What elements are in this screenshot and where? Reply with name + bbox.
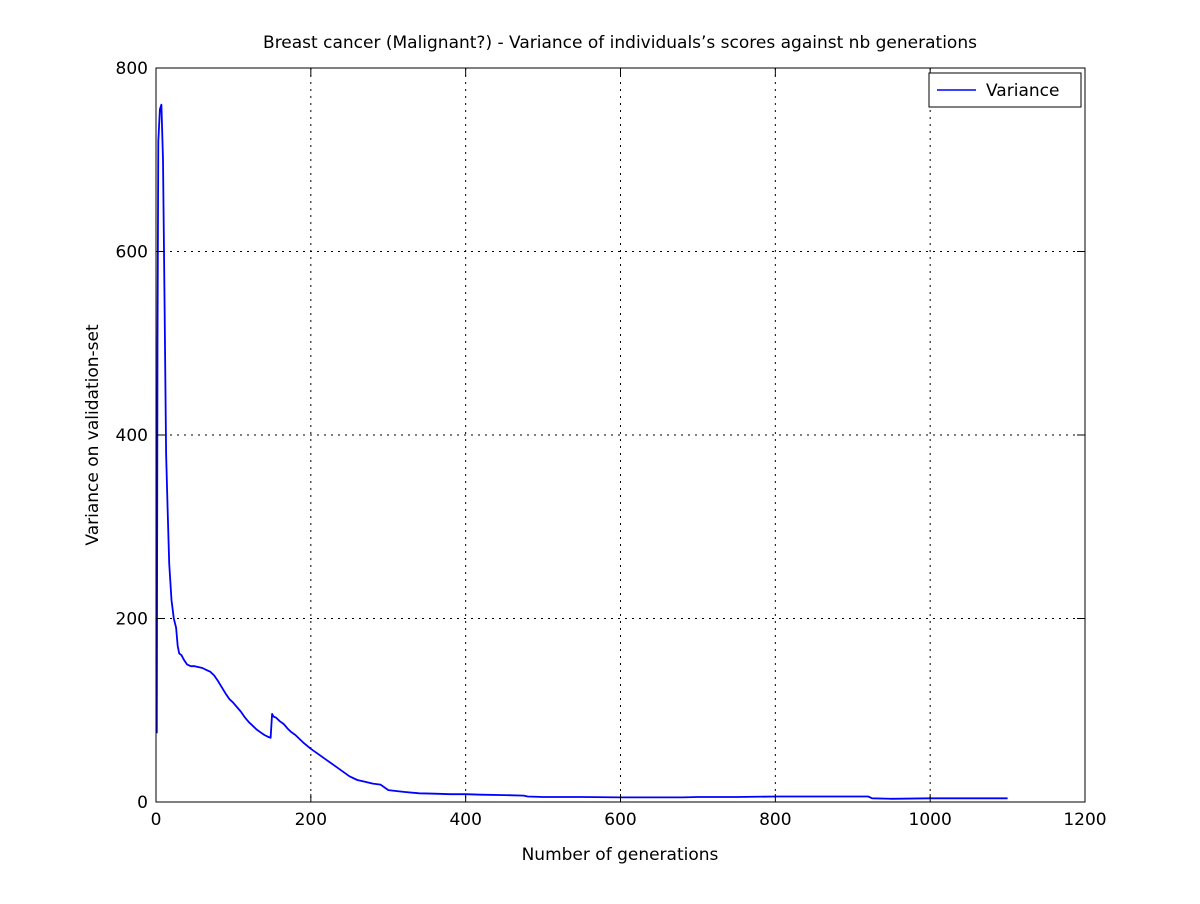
x-tick-label: 400 [449,810,481,830]
data-layer [155,103,1008,800]
x-tick-label: 600 [604,810,636,830]
y-tick-label: 800 [116,59,148,79]
y-tick-label: 200 [116,610,148,630]
y-tick-label: 600 [116,243,148,263]
y-axis-label: Variance on validation-set [83,324,103,546]
legend: Variance [928,72,1082,108]
x-tick-label: 0 [151,810,162,830]
x-tick-label: 1000 [909,810,952,830]
x-tick-label: 200 [295,810,327,830]
series-line-variance [155,103,1008,800]
y-tick-label: 400 [116,426,148,446]
y-tick-label: 0 [137,793,148,813]
grid-lines [156,68,1085,802]
x-tick-label: 800 [759,810,791,830]
chart-title: Breast cancer (Malignant?) - Variance of… [263,33,977,53]
axis-ticks: 0 200 400 600 800 1000 1200 0 200 400 600 800 [116,59,1107,830]
x-axis-label: Number of generations [522,845,719,865]
legend-label-variance: Variance [986,81,1059,101]
x-tick-label: 1200 [1063,810,1106,830]
